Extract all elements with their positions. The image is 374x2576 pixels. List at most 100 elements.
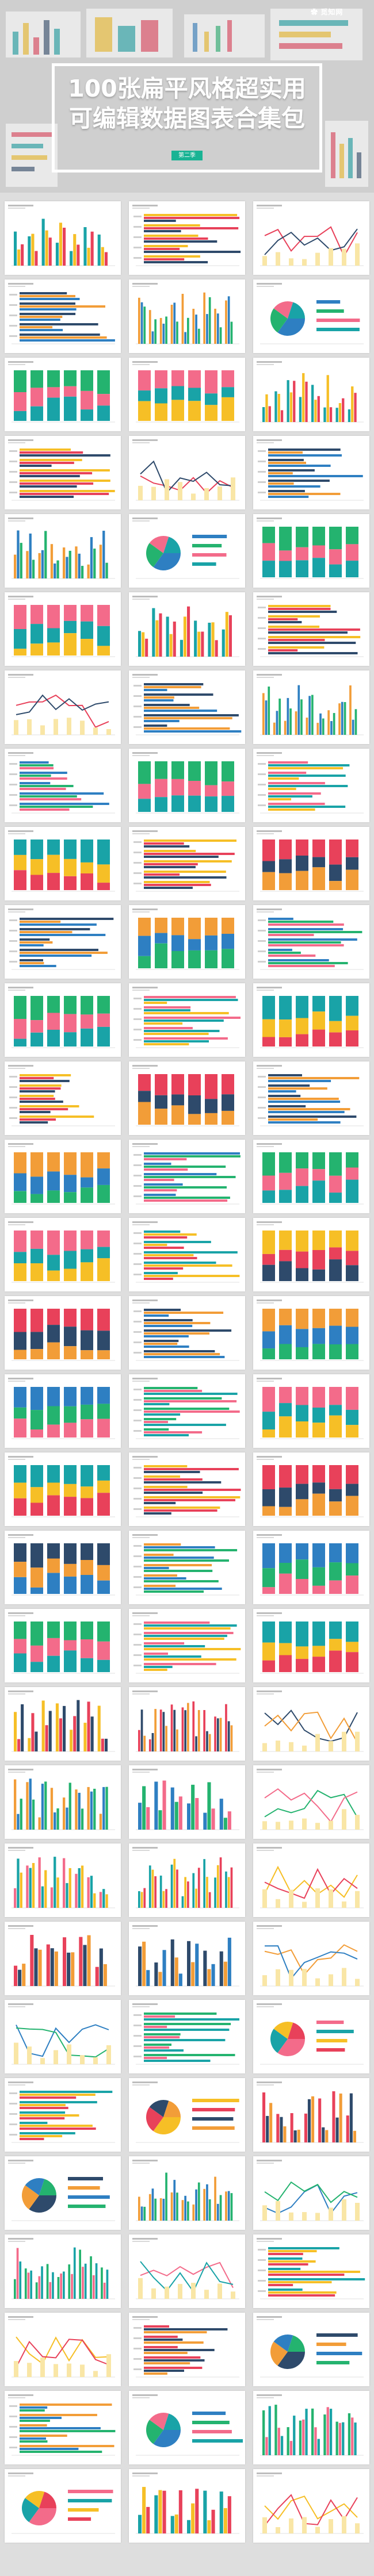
slide-thumbnail[interactable] bbox=[129, 1061, 245, 1135]
slide-thumbnail[interactable] bbox=[253, 1765, 369, 1839]
slide-thumbnail[interactable] bbox=[129, 827, 245, 900]
slide-thumbnail[interactable] bbox=[253, 1922, 369, 1995]
slide-thumbnail[interactable] bbox=[129, 983, 245, 1057]
slide-thumbnail[interactable] bbox=[253, 749, 369, 822]
slide-thumbnail[interactable] bbox=[253, 2234, 369, 2308]
thumbnail-label bbox=[258, 961, 266, 963]
thumbnail-bar bbox=[144, 2331, 207, 2333]
slide-thumbnail[interactable] bbox=[5, 2469, 121, 2543]
slide-thumbnail[interactable] bbox=[253, 436, 369, 509]
thumbnail-bar bbox=[20, 2111, 66, 2114]
slide-thumbnail[interactable] bbox=[5, 358, 121, 431]
slide-thumbnail[interactable] bbox=[253, 983, 369, 1057]
slide-thumbnail[interactable] bbox=[253, 279, 369, 353]
slide-thumbnail[interactable] bbox=[129, 1843, 245, 1917]
slide-thumbnail[interactable] bbox=[253, 1452, 369, 1526]
slide-thumbnail[interactable] bbox=[129, 436, 245, 509]
slide-thumbnail[interactable] bbox=[129, 670, 245, 744]
slide-thumbnail[interactable] bbox=[129, 1296, 245, 1370]
slide-thumbnail[interactable] bbox=[253, 1218, 369, 1291]
slide-thumbnail[interactable] bbox=[129, 1140, 245, 1213]
slide-thumbnail[interactable] bbox=[5, 436, 121, 509]
slide-thumbnail[interactable] bbox=[253, 2000, 369, 2073]
slide-thumbnail[interactable] bbox=[129, 1452, 245, 1526]
slide-thumbnail[interactable] bbox=[253, 2391, 369, 2464]
thumbnail-label bbox=[9, 2436, 17, 2438]
slide-thumbnail[interactable] bbox=[253, 1843, 369, 1917]
slide-thumbnail[interactable] bbox=[5, 1218, 121, 1291]
slide-thumbnail[interactable] bbox=[253, 670, 369, 744]
slide-thumbnail[interactable] bbox=[253, 1140, 369, 1213]
slide-thumbnail[interactable] bbox=[253, 1374, 369, 1448]
slide-thumbnail[interactable] bbox=[129, 1765, 245, 1839]
slide-thumbnail[interactable] bbox=[5, 827, 121, 900]
slide-thumbnail[interactable] bbox=[253, 1061, 369, 1135]
slide-thumbnail[interactable] bbox=[253, 1531, 369, 1604]
slide-thumbnail[interactable] bbox=[129, 2000, 245, 2073]
thumbnail-stack-segment bbox=[262, 1152, 275, 1176]
slide-thumbnail[interactable] bbox=[5, 670, 121, 744]
slide-thumbnail[interactable] bbox=[5, 1452, 121, 1526]
thumbnail-stack-segment bbox=[14, 1465, 26, 1483]
slide-thumbnail[interactable] bbox=[5, 201, 121, 275]
slide-thumbnail[interactable] bbox=[5, 1140, 121, 1213]
slide-thumbnail[interactable] bbox=[129, 2156, 245, 2230]
thumbnail-bar bbox=[14, 1712, 17, 1751]
slide-thumbnail[interactable] bbox=[5, 1531, 121, 1604]
slide-thumbnail[interactable] bbox=[5, 592, 121, 666]
slide-thumbnail[interactable] bbox=[5, 1374, 121, 1448]
slide-thumbnail[interactable] bbox=[253, 2469, 369, 2543]
slide-thumbnail[interactable] bbox=[5, 2234, 121, 2308]
slide-thumbnail[interactable] bbox=[5, 1687, 121, 1761]
slide-thumbnail[interactable] bbox=[253, 2313, 369, 2386]
slide-thumbnail[interactable] bbox=[129, 279, 245, 353]
slide-thumbnail[interactable] bbox=[129, 2313, 245, 2386]
slide-thumbnail[interactable] bbox=[5, 905, 121, 979]
slide-thumbnail[interactable] bbox=[129, 1531, 245, 1604]
slide-thumbnail[interactable] bbox=[5, 1061, 121, 1135]
slide-thumbnail[interactable] bbox=[129, 905, 245, 979]
slide-thumbnail[interactable] bbox=[129, 1687, 245, 1761]
slide-thumbnail[interactable] bbox=[129, 2469, 245, 2543]
slide-thumbnail[interactable] bbox=[129, 592, 245, 666]
slide-thumbnail[interactable] bbox=[253, 2078, 369, 2152]
slide-thumbnail[interactable] bbox=[5, 2078, 121, 2152]
slide-thumbnail[interactable] bbox=[253, 827, 369, 900]
slide-thumbnail[interactable] bbox=[5, 1922, 121, 1995]
thumbnail-stack-segment bbox=[188, 939, 201, 950]
slide-thumbnail[interactable] bbox=[5, 2391, 121, 2464]
slide-thumbnail[interactable] bbox=[253, 1296, 369, 1370]
slide-thumbnail[interactable] bbox=[129, 1922, 245, 1995]
slide-thumbnail[interactable] bbox=[129, 2234, 245, 2308]
slide-thumbnail[interactable] bbox=[5, 1609, 121, 1682]
slide-thumbnail[interactable] bbox=[253, 1609, 369, 1682]
slide-thumbnail[interactable] bbox=[5, 514, 121, 588]
slide-thumbnail[interactable] bbox=[5, 2313, 121, 2386]
slide-thumbnail[interactable] bbox=[129, 1374, 245, 1448]
slide-thumbnail[interactable] bbox=[5, 279, 121, 353]
thumbnail-label bbox=[258, 2290, 266, 2292]
slide-thumbnail[interactable] bbox=[253, 358, 369, 431]
slide-thumbnail[interactable] bbox=[253, 514, 369, 588]
slide-thumbnail[interactable] bbox=[5, 1296, 121, 1370]
slide-thumbnail[interactable] bbox=[5, 983, 121, 1057]
slide-thumbnail[interactable] bbox=[129, 749, 245, 822]
thumbnail-heading bbox=[132, 2394, 158, 2396]
slide-thumbnail[interactable] bbox=[129, 1218, 245, 1291]
slide-thumbnail[interactable] bbox=[253, 905, 369, 979]
slide-thumbnail[interactable] bbox=[253, 1687, 369, 1761]
slide-thumbnail[interactable] bbox=[5, 1765, 121, 1839]
slide-thumbnail[interactable] bbox=[253, 201, 369, 275]
slide-thumbnail[interactable] bbox=[253, 2156, 369, 2230]
slide-thumbnail[interactable] bbox=[129, 2391, 245, 2464]
slide-thumbnail[interactable] bbox=[5, 749, 121, 822]
slide-thumbnail[interactable] bbox=[5, 1843, 121, 1917]
slide-thumbnail[interactable] bbox=[5, 2156, 121, 2230]
slide-thumbnail[interactable] bbox=[5, 2000, 121, 2073]
slide-thumbnail[interactable] bbox=[253, 592, 369, 666]
slide-thumbnail[interactable] bbox=[129, 358, 245, 431]
slide-thumbnail[interactable] bbox=[129, 2078, 245, 2152]
slide-thumbnail[interactable] bbox=[129, 1609, 245, 1682]
slide-thumbnail[interactable] bbox=[129, 201, 245, 275]
slide-thumbnail[interactable] bbox=[129, 514, 245, 588]
